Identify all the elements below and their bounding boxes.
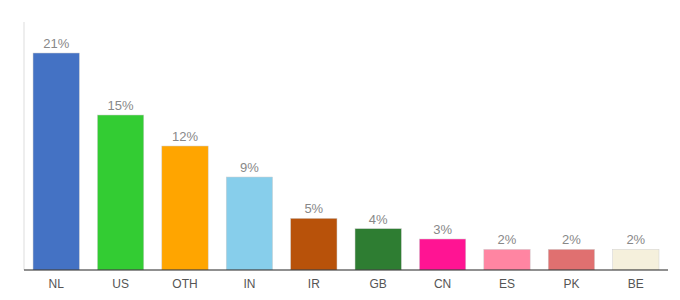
data-label: 21%: [43, 36, 69, 51]
bar: [548, 249, 594, 270]
data-label: 9%: [240, 160, 259, 175]
chart: 21% 15% 12% 9% 5% 4% 3% 2% 2% 2% NL US OTH IN IR GB CN ES…: [0, 0, 680, 300]
x-tick-label: US: [112, 277, 129, 291]
x-tick-label: IR: [308, 277, 320, 291]
x-tick-label: NL: [49, 277, 65, 291]
y-axis-line: [24, 22, 25, 270]
bar: [33, 53, 79, 270]
data-label: 2%: [626, 232, 645, 247]
x-tick-label: ES: [499, 277, 515, 291]
bars: [33, 53, 659, 270]
x-tick-label: CN: [434, 277, 451, 291]
x-tick-label: BE: [628, 277, 644, 291]
bar: [419, 239, 465, 270]
bar: [484, 249, 530, 270]
data-label: 5%: [304, 201, 323, 216]
x-axis-line: [24, 269, 668, 270]
x-tick-label: IN: [243, 277, 255, 291]
x-tick-label: GB: [370, 277, 387, 291]
bar: [97, 115, 143, 270]
data-label: 15%: [108, 98, 134, 113]
bar: [355, 229, 401, 270]
bar: [226, 177, 272, 270]
data-label: 3%: [433, 222, 452, 237]
x-tick-label: OTH: [172, 277, 197, 291]
chart-container: 21% 15% 12% 9% 5% 4% 3% 2% 2% 2% NL US OTH IN IR GB CN ES…: [0, 0, 680, 300]
bar: [162, 146, 208, 270]
bar: [613, 249, 659, 270]
data-label: 2%: [562, 232, 581, 247]
bar: [291, 218, 337, 270]
data-label: 2%: [498, 232, 517, 247]
data-label: 4%: [369, 212, 388, 227]
data-label: 12%: [172, 129, 198, 144]
x-tick-label: PK: [563, 277, 579, 291]
